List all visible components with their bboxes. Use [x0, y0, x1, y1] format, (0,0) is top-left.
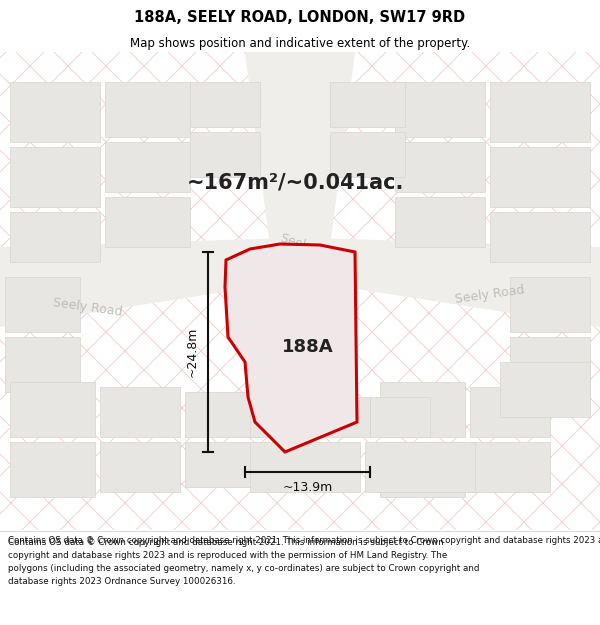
Bar: [330, 82, 405, 127]
Bar: [370, 397, 430, 437]
Text: 188A: 188A: [282, 338, 334, 356]
Text: ~13.9m: ~13.9m: [283, 481, 332, 494]
Polygon shape: [225, 244, 357, 452]
Bar: [10, 147, 100, 207]
Bar: [105, 82, 190, 137]
Text: polygons (including the associated geometry, namely x, y co-ordinates) are subje: polygons (including the associated geome…: [8, 564, 479, 573]
Bar: [10, 212, 100, 262]
Bar: [395, 197, 485, 247]
Bar: [250, 397, 310, 437]
Text: Contains OS data © Crown copyright and database right 2021. This information is : Contains OS data © Crown copyright and d…: [8, 538, 444, 547]
Text: Seely Road: Seely Road: [52, 296, 124, 318]
Bar: [185, 392, 260, 437]
Bar: [500, 362, 590, 417]
Bar: [100, 387, 180, 437]
Text: database rights 2023 Ordnance Survey 100026316.: database rights 2023 Ordnance Survey 100…: [8, 577, 235, 586]
Bar: [395, 82, 485, 137]
Bar: [330, 132, 405, 177]
Bar: [105, 197, 190, 247]
Bar: [185, 442, 260, 487]
Bar: [510, 337, 590, 392]
Bar: [490, 82, 590, 142]
Text: 188A, SEELY ROAD, LONDON, SW17 9RD: 188A, SEELY ROAD, LONDON, SW17 9RD: [134, 11, 466, 26]
Text: Seely Ro...: Seely Ro...: [278, 231, 341, 262]
Bar: [380, 442, 465, 497]
Bar: [5, 277, 80, 332]
Text: Contains OS data © Crown copyright and database right 2021. This information is : Contains OS data © Crown copyright and d…: [8, 536, 600, 545]
Bar: [10, 442, 95, 497]
Bar: [380, 382, 465, 437]
Bar: [470, 442, 550, 492]
Polygon shape: [245, 52, 355, 247]
Text: Seely Road: Seely Road: [454, 284, 526, 306]
Text: copyright and database rights 2023 and is reproduced with the permission of HM L: copyright and database rights 2023 and i…: [8, 551, 447, 560]
Bar: [105, 142, 190, 192]
Bar: [190, 132, 260, 177]
Bar: [10, 382, 95, 437]
Bar: [250, 442, 360, 492]
Bar: [510, 277, 590, 332]
Bar: [395, 142, 485, 192]
Bar: [490, 212, 590, 262]
Bar: [490, 147, 590, 207]
Text: ~24.8m: ~24.8m: [186, 327, 199, 377]
Bar: [100, 442, 180, 492]
Text: ~167m²/~0.041ac.: ~167m²/~0.041ac.: [187, 172, 404, 192]
Bar: [190, 82, 260, 127]
Bar: [10, 82, 100, 142]
Bar: [470, 387, 550, 437]
Bar: [365, 442, 475, 492]
Text: Map shows position and indicative extent of the property.: Map shows position and indicative extent…: [130, 38, 470, 51]
Bar: [310, 397, 370, 437]
Polygon shape: [0, 237, 320, 327]
Polygon shape: [280, 237, 600, 327]
Bar: [5, 337, 80, 392]
